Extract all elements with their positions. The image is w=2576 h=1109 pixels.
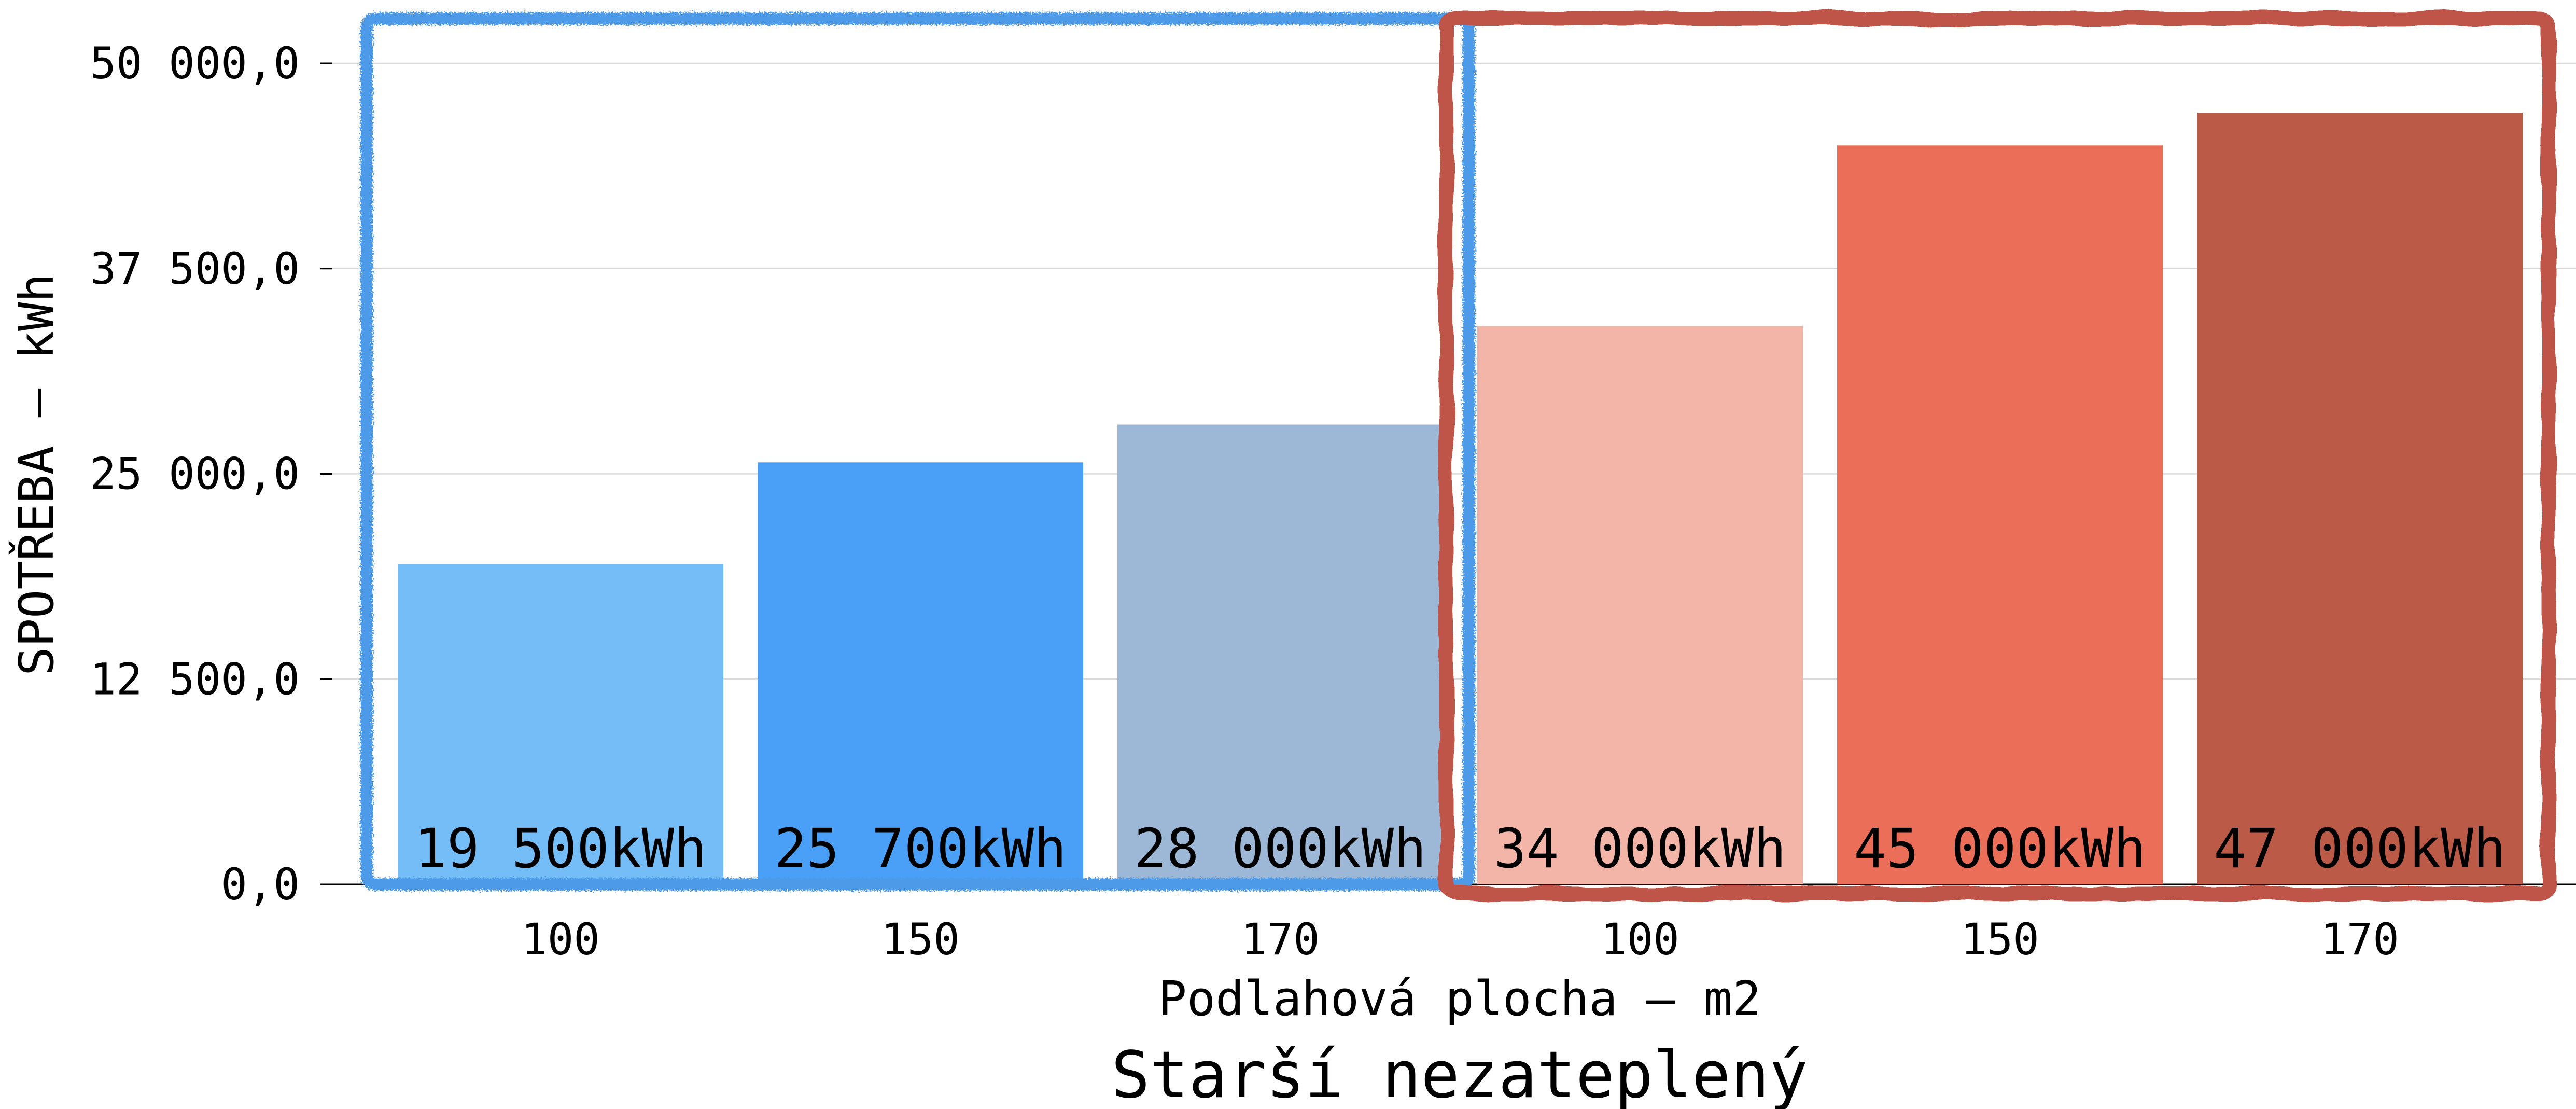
x-tick-label: 170 xyxy=(2320,914,2399,965)
y-tick-label: 37 500,0 xyxy=(90,243,300,294)
x-tick-label: 100 xyxy=(1601,914,1679,965)
bar-value-label: 28 000kWh xyxy=(1134,817,1426,880)
bar-value-label: 47 000kWh xyxy=(2214,817,2506,880)
x-tick-label: 150 xyxy=(1961,914,2039,965)
group-title: Starší nezateplený xyxy=(1111,1038,1808,1109)
y-tick-label: 0,0 xyxy=(221,859,300,910)
bar-value-label: 25 700kWh xyxy=(774,817,1067,880)
bar xyxy=(1477,326,1803,884)
group-outlines xyxy=(360,11,2556,901)
bar-value-label: 19 500kWh xyxy=(414,817,707,880)
y-tick-label: 50 000,0 xyxy=(90,38,300,89)
group-outline-red xyxy=(1439,11,2556,901)
x-tick-label: 100 xyxy=(521,914,600,965)
y-axis-title: SPOTŘEBA – kWh xyxy=(8,273,64,675)
bar xyxy=(398,564,723,884)
x-axis-title: Podlahová plocha – m2 xyxy=(1158,971,1761,1027)
data-labels: 19 500kWh 25 700kWh 28 000kWh 34 000kWh 45 0… xyxy=(414,817,2506,880)
bar xyxy=(2197,112,2523,885)
y-tick-label: 25 000,0 xyxy=(90,449,300,500)
y-axis-ticks: 0,0 12 500,0 25 000,0 37 500,0 50 000,0 xyxy=(90,38,332,910)
bar-value-label: 34 000kWh xyxy=(1494,817,1786,880)
bar xyxy=(758,462,1083,884)
x-tick-label: 170 xyxy=(1241,914,1320,965)
bar xyxy=(1117,424,1443,884)
bars xyxy=(398,112,2523,885)
bar xyxy=(1837,145,2163,884)
bar-value-label: 45 000kWh xyxy=(1854,817,2146,880)
x-tick-label: 150 xyxy=(881,914,960,965)
y-tick-label: 12 500,0 xyxy=(90,654,300,704)
x-axis-ticks: 100 150 170 100 150 170 xyxy=(521,914,2399,965)
group-outline-blue xyxy=(360,12,1475,891)
